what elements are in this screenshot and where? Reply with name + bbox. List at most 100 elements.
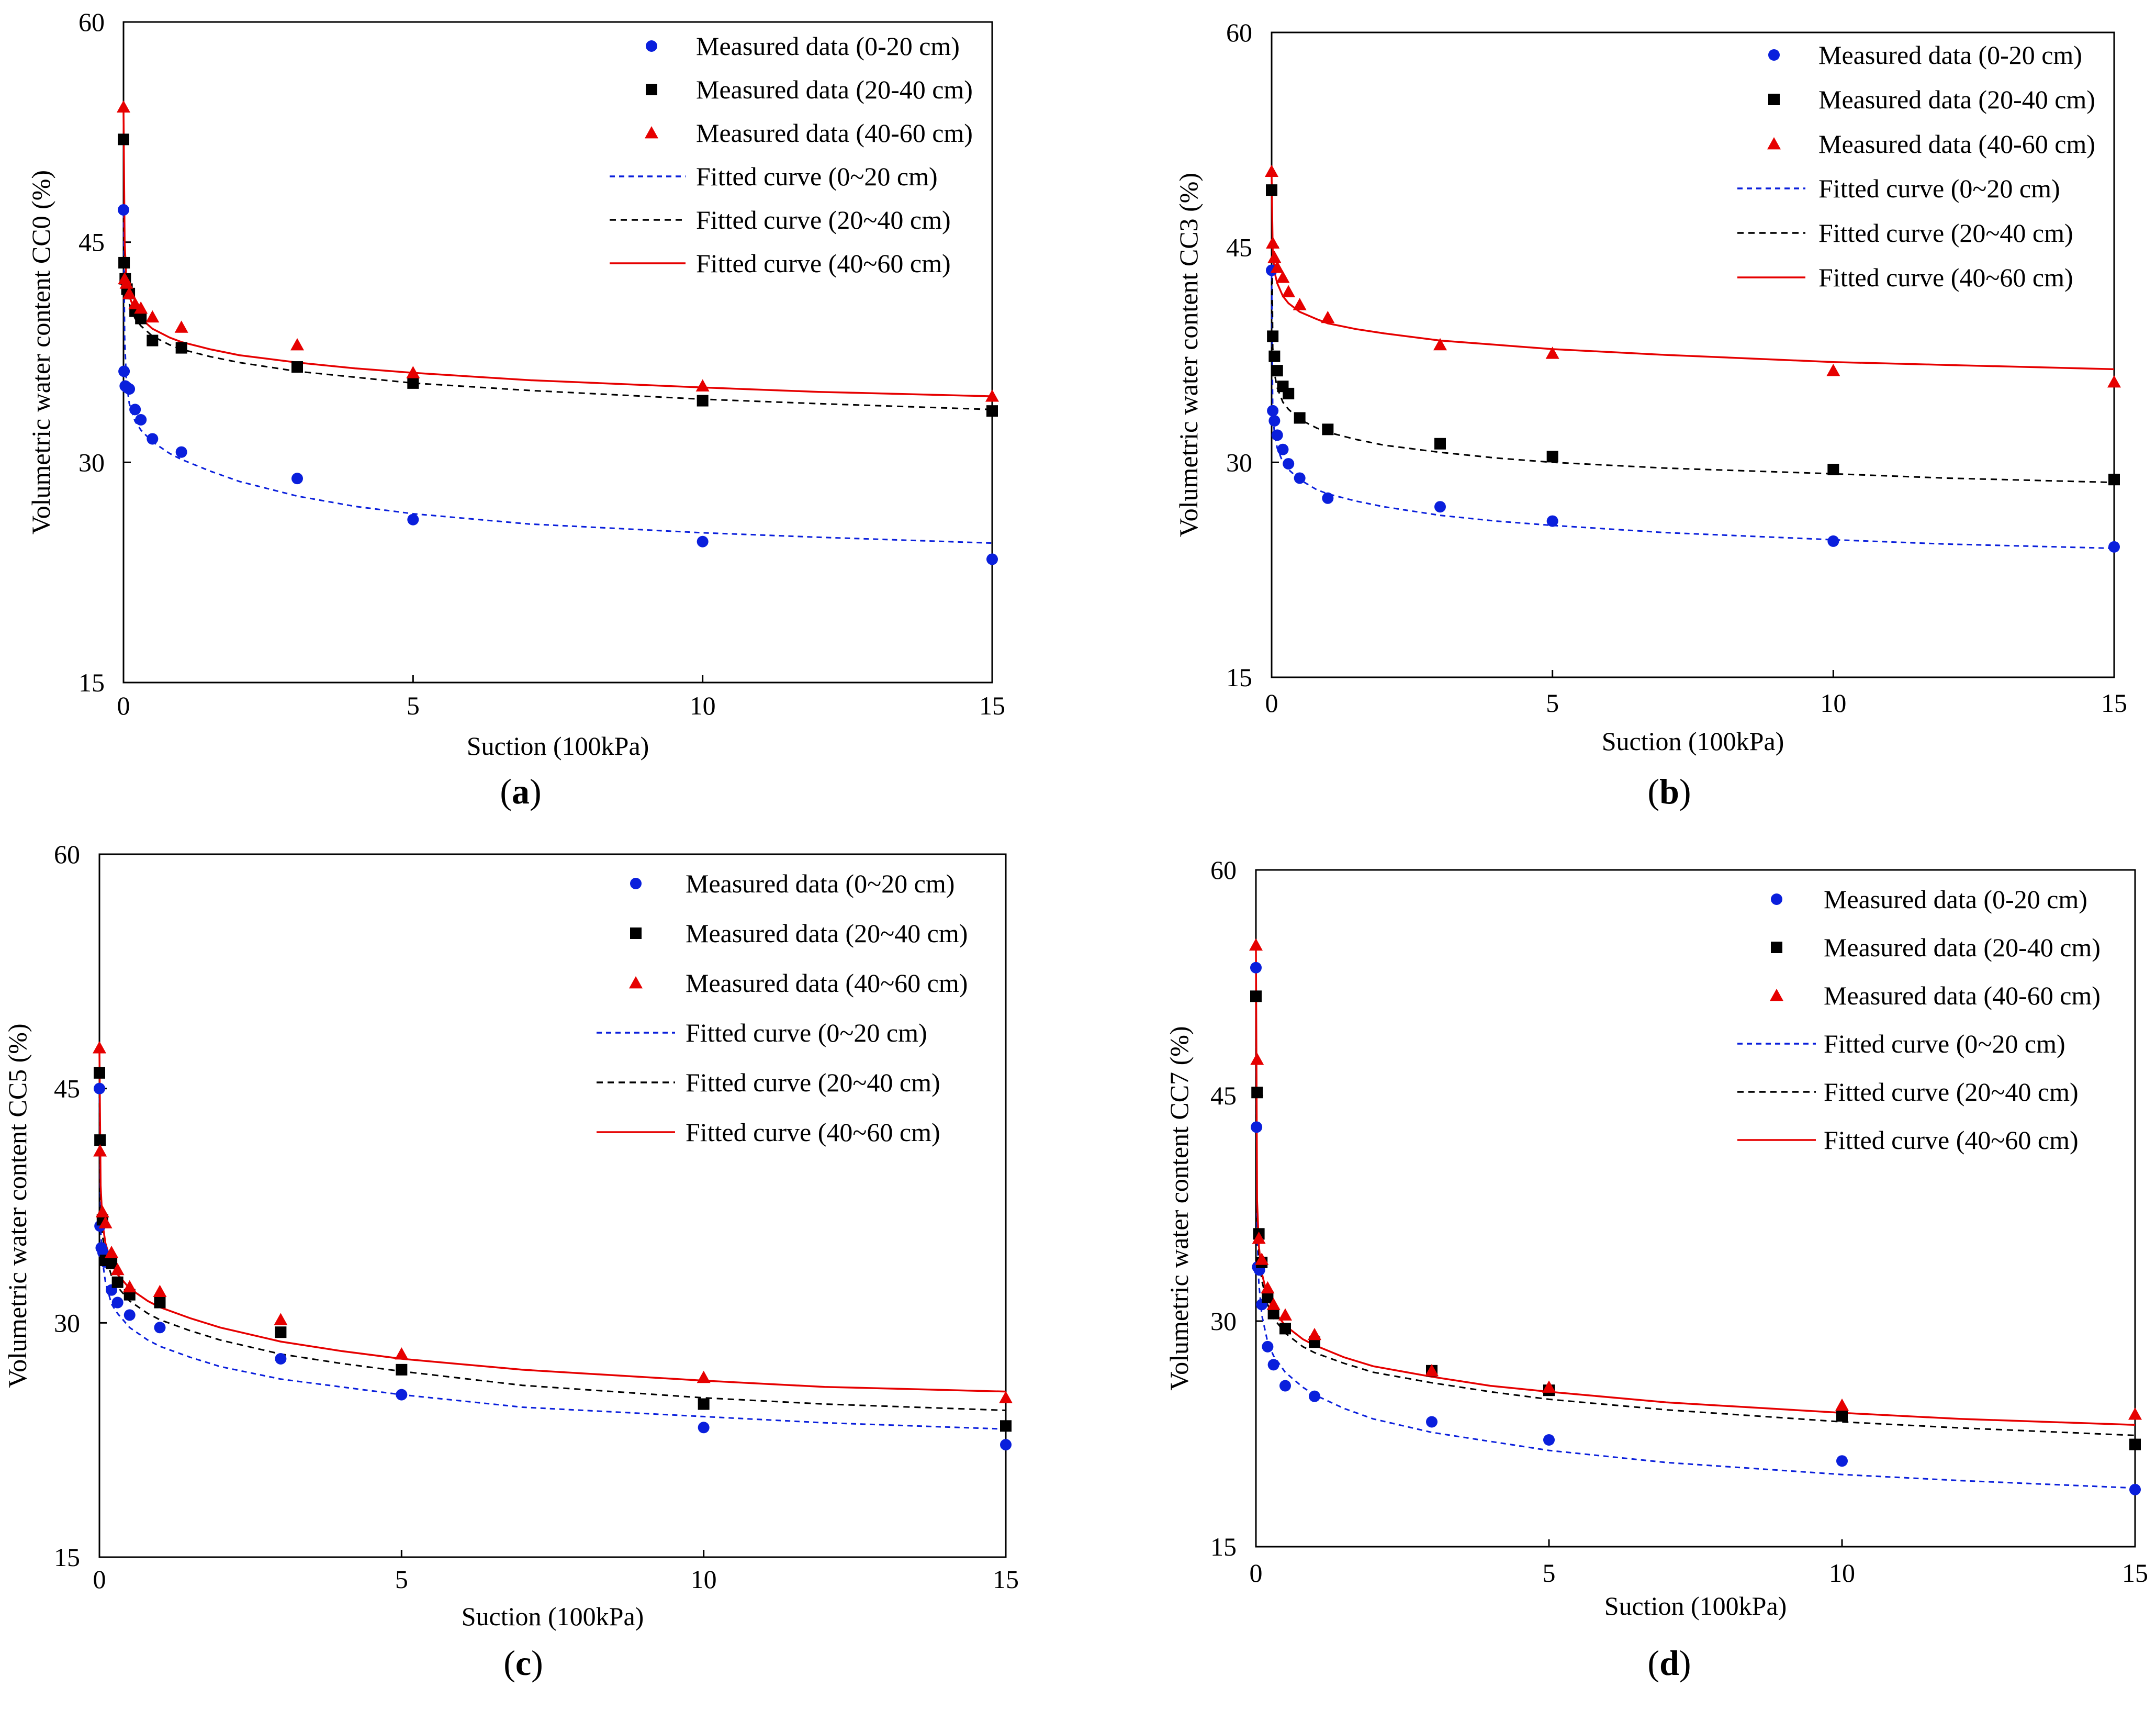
y-tick-label: 60	[1210, 855, 1237, 885]
data-point	[1546, 451, 1558, 463]
panel-label: (b)	[1647, 772, 1691, 811]
y-tick-label: 60	[1226, 18, 1252, 47]
legend-label: Fitted curve (40~60 cm)	[696, 249, 951, 278]
data-point	[1278, 1308, 1292, 1321]
data-point	[698, 1398, 710, 1410]
legend-item: Measured data (20-40 cm)	[1771, 933, 2101, 962]
data-point	[1826, 364, 1840, 376]
x-tick-label: 15	[979, 691, 1005, 720]
legend-item: Measured data (20-40 cm)	[646, 75, 973, 104]
legend-item: Fitted curve (40~60 cm)	[1737, 1125, 2079, 1155]
legend-item: Measured data (0-20 cm)	[646, 31, 960, 61]
legend-item: Fitted curve (0~20 cm)	[1737, 174, 2060, 203]
legend-marker	[1771, 942, 1782, 953]
fitted-curve	[122, 139, 993, 410]
data-point	[1276, 271, 1290, 283]
legend-label: Measured data (0-20 cm)	[696, 31, 960, 61]
legend: Measured data (0~20 cm) Measured data (20…	[597, 869, 968, 1147]
data-point	[1282, 285, 1296, 297]
plot-frame	[1255, 869, 2136, 1548]
data-point	[698, 1422, 710, 1434]
legend-label: Measured data (20-40 cm)	[1818, 85, 2095, 114]
legend-item: Fitted curve (20~40 cm)	[1737, 1077, 2079, 1107]
panel-label: (a)	[500, 772, 541, 811]
data-point	[153, 1284, 167, 1298]
y-axis-title: Volumetric water content CC0 (%)	[26, 170, 55, 534]
legend-marker	[646, 84, 657, 95]
data-point	[1294, 472, 1306, 484]
legend-label: Fitted curve (40~60 cm)	[1818, 263, 2073, 292]
x-tick-label: 0	[93, 1564, 106, 1594]
x-tick-label: 0	[1265, 688, 1278, 718]
legend-label: Measured data (40-60 cm)	[696, 118, 973, 148]
legend-item: Measured data (20~40 cm)	[630, 919, 968, 948]
data-point	[395, 1347, 409, 1360]
legend-item: Fitted curve (0~20 cm)	[610, 162, 938, 191]
y-tick-label: 15	[1226, 663, 1252, 692]
x-tick-label: 15	[993, 1564, 1019, 1594]
data-point	[695, 379, 710, 392]
data-point	[1270, 260, 1284, 273]
y-axis-title: Volumetric water content CC3 (%)	[1174, 173, 1203, 537]
data-point	[110, 1262, 125, 1276]
legend-marker	[1768, 49, 1780, 61]
legend-marker	[646, 40, 657, 52]
data-point	[2129, 1483, 2141, 1495]
y-tick-label: 30	[1210, 1306, 1237, 1336]
data-point	[396, 1363, 408, 1376]
y-tick-label: 15	[1210, 1532, 1237, 1561]
data-point	[123, 1309, 136, 1321]
data-point	[1321, 310, 1335, 323]
data-point	[1271, 365, 1283, 377]
legend-item: Measured data (40-60 cm)	[1770, 981, 2101, 1010]
data-point	[1277, 443, 1289, 455]
legend-label: Fitted curve (0~20 cm)	[686, 1018, 927, 1047]
legend-label: Fitted curve (40~60 cm)	[1824, 1125, 2079, 1155]
legend-item: Fitted curve (40~60 cm)	[597, 1117, 940, 1147]
data-point	[407, 377, 419, 389]
legend-marker	[630, 927, 642, 939]
data-point	[1283, 387, 1295, 399]
data-point	[1836, 1455, 1848, 1467]
data-point	[1000, 1420, 1012, 1432]
y-axis-title: Volumetric water content CC7 (%)	[1164, 1026, 1194, 1390]
data-point	[1266, 1298, 1281, 1310]
data-point	[111, 1276, 123, 1288]
data-point	[2128, 1407, 2142, 1420]
data-point	[1261, 1281, 1275, 1294]
legend-label: Measured data (0-20 cm)	[1818, 40, 2082, 70]
legend-item: Fitted curve (20~40 cm)	[597, 1068, 940, 1097]
legend-label: Measured data (40-60 cm)	[1824, 981, 2101, 1010]
data-point	[118, 256, 130, 269]
data-point	[147, 433, 159, 445]
plot-frame	[122, 21, 993, 684]
legend-label: Measured data (40-60 cm)	[1818, 129, 2095, 159]
fitted-curve	[1271, 175, 2115, 371]
legend-item: Measured data (20-40 cm)	[1768, 85, 2095, 114]
data-point	[1268, 350, 1281, 362]
legend-label: Fitted curve (20~40 cm)	[1824, 1077, 2079, 1107]
data-point	[1262, 1291, 1274, 1303]
legend-label: Fitted curve (40~60 cm)	[686, 1117, 940, 1147]
data-point	[697, 395, 709, 407]
data-point	[135, 414, 147, 426]
data-point	[291, 473, 303, 485]
data-point	[175, 446, 187, 458]
data-point	[1267, 1359, 1279, 1371]
x-tick-label: 15	[2101, 688, 2127, 718]
data-point	[118, 204, 129, 216]
data-point	[1268, 415, 1281, 427]
legend-marker	[645, 126, 658, 139]
data-point	[94, 1067, 105, 1079]
data-point	[1545, 347, 1559, 359]
data-point	[274, 1313, 288, 1325]
data-point	[105, 1246, 119, 1258]
y-tick-label: 45	[78, 228, 105, 257]
legend-item: Measured data (40-60 cm)	[645, 118, 973, 148]
legend-label: Fitted curve (20~40 cm)	[1818, 218, 2073, 248]
data-point	[1250, 1053, 1264, 1065]
data-point	[111, 1297, 123, 1309]
data-point	[94, 1134, 106, 1146]
data-point	[154, 1297, 166, 1309]
